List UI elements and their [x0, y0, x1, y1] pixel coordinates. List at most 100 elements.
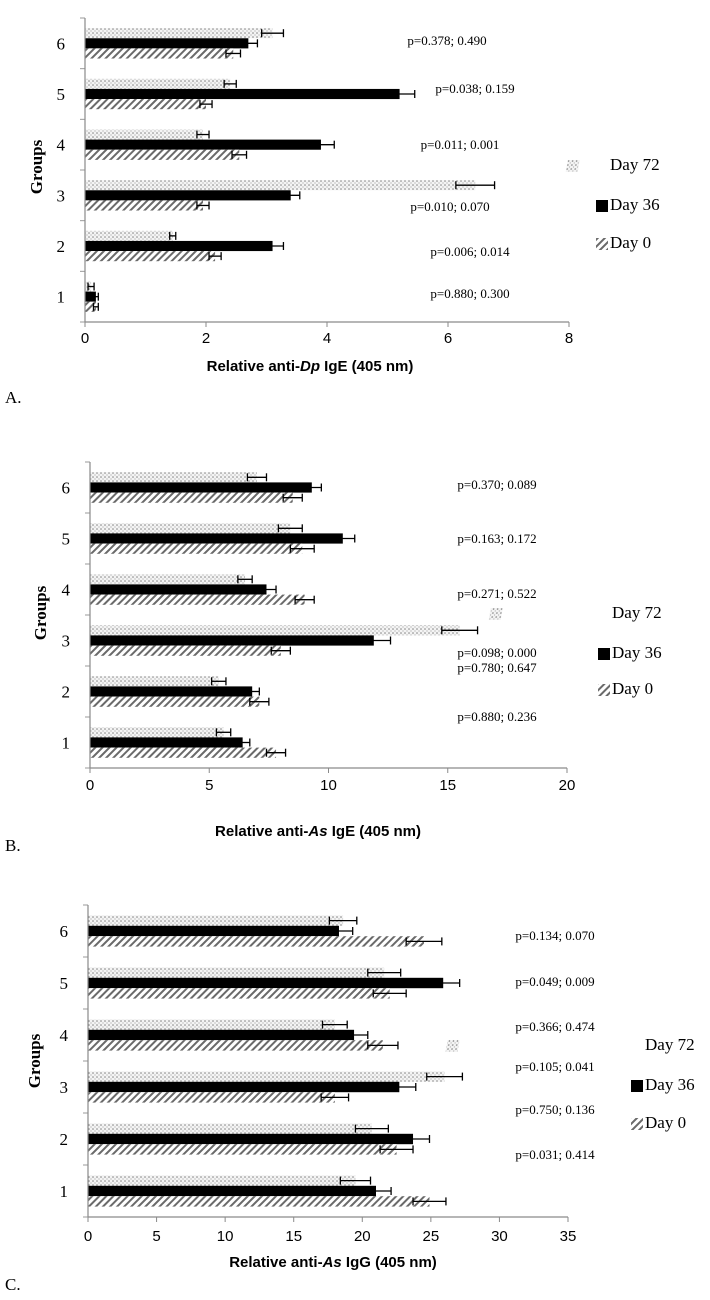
- pvalue-label-group-3: p=0.105; 0.041: [515, 1059, 594, 1074]
- x-tick-label-15: 15: [285, 1228, 302, 1245]
- bar-day0-group-3: [88, 1092, 335, 1103]
- legend-swatch-day72: [565, 160, 580, 172]
- y-axis-label: Groups: [31, 585, 50, 640]
- bar-day36-group-6: [88, 925, 339, 937]
- pvalue-label-group-1: p=0.880; 0.236: [457, 709, 537, 724]
- x-axis-label: Relative anti-Dp IgE (405 nm): [207, 358, 414, 375]
- y-tick-label-5: 5: [60, 974, 69, 993]
- bar-day36-group-5: [88, 977, 444, 989]
- bar-day72-group-2: [85, 230, 173, 241]
- panel-label: A.: [5, 388, 22, 407]
- x-tick-label-4: 4: [323, 330, 331, 347]
- bar-day0-group-4: [90, 594, 305, 605]
- y-tick-label-4: 4: [57, 136, 66, 155]
- bar-day0-group-6: [85, 48, 234, 59]
- bar-day72-group-6: [88, 915, 344, 926]
- x-tick-label-5: 5: [205, 777, 213, 794]
- bar-day0-group-3: [85, 200, 203, 211]
- legend-label-day0: Day 0: [645, 1113, 686, 1132]
- bar-day0-group-2: [90, 696, 260, 707]
- y-tick-label-1: 1: [60, 1182, 69, 1201]
- y-tick-label-6: 6: [57, 34, 66, 53]
- legend: Day 72 Day 36 Day 0: [488, 603, 662, 698]
- x-axis-label: Relative anti-As IgG (405 nm): [229, 1254, 437, 1271]
- legend-label-day36: Day 36: [612, 643, 662, 662]
- y-axis-label: Groups: [25, 1033, 44, 1088]
- pvalue-label-group-3: p=0.010; 0.070: [410, 199, 489, 214]
- bar-day0-group-4: [88, 1040, 383, 1051]
- bar-day72-group-4: [90, 574, 246, 585]
- pvalue-label-group-6: p=0.134; 0.070: [515, 928, 594, 943]
- bar-day72-group-4: [85, 129, 203, 140]
- pvalue-label-group-5: p=0.038; 0.159: [435, 81, 514, 96]
- pvalue-label-group-6: p=0.378; 0.490: [407, 33, 486, 48]
- x-tick-label-8: 8: [565, 330, 573, 347]
- panel-label: B.: [5, 836, 21, 855]
- bar-day36-group-1: [90, 737, 243, 748]
- legend-swatch-day0: [631, 1118, 643, 1130]
- x-tick-label-35: 35: [560, 1228, 577, 1245]
- y-tick-label-6: 6: [62, 479, 71, 498]
- bar-day0-group-5: [85, 99, 206, 110]
- bar-day36-group-1: [88, 1185, 376, 1197]
- y-tick-label-5: 5: [57, 85, 66, 104]
- bar-day72-group-4: [88, 1019, 335, 1030]
- bar-day0-group-1: [90, 747, 277, 758]
- x-tick-label-0: 0: [84, 1228, 92, 1245]
- bar-day36-group-4: [90, 584, 267, 595]
- legend-label-day36: Day 36: [610, 195, 660, 214]
- pvalue-label-group-3: p=0.098; 0.000: [457, 645, 536, 660]
- panel-label: C.: [5, 1275, 21, 1294]
- bar-day72-group-5: [90, 523, 291, 534]
- legend-swatch-day36: [596, 200, 608, 212]
- bar-day0-group-5: [90, 543, 303, 554]
- legend-swatch-day0: [598, 684, 610, 696]
- x-tick-label-5: 5: [152, 1228, 160, 1245]
- legend-label-day72: Day 72: [612, 603, 662, 622]
- x-tick-label-2: 2: [202, 330, 210, 347]
- bar-day0-group-2: [88, 1144, 397, 1155]
- pvalue-label-group-1: p=0.880; 0.300: [430, 286, 509, 301]
- y-tick-label-3: 3: [57, 186, 66, 205]
- bar-day72-group-6: [85, 28, 273, 39]
- legend-swatch-day36: [631, 1080, 643, 1092]
- bar-day36-group-3: [90, 635, 374, 646]
- bar-day36-group-2: [88, 1133, 414, 1145]
- bar-day0-group-6: [90, 492, 293, 503]
- y-tick-label-1: 1: [57, 288, 66, 307]
- chart-panel-b: 1 2 3 4 5 6 0 5 10 15 20 Relative anti-As IgE (405 …: [5, 461, 662, 855]
- bar-day72-group-5: [85, 78, 231, 89]
- bar-day0-group-2: [85, 251, 216, 262]
- pvalue-label-group-4: p=0.011; 0.001: [421, 137, 500, 152]
- pvalue-label-group-2: p=0.780; 0.647: [457, 660, 537, 675]
- bar-day36-group-2: [90, 686, 253, 697]
- bar-day0-group-5: [88, 988, 390, 999]
- legend-label-day72: Day 72: [645, 1035, 695, 1054]
- legend-swatch-day0: [596, 238, 608, 250]
- bar-day0-group-1: [88, 1196, 430, 1207]
- bar-day72-group-2: [90, 676, 219, 687]
- legend-label-day36: Day 36: [645, 1075, 695, 1094]
- bar-day72-group-5: [88, 967, 385, 978]
- legend: Day 72 Day 36 Day 0: [565, 155, 660, 252]
- x-tick-label-30: 30: [491, 1228, 508, 1245]
- pvalue-label-group-4: p=0.271; 0.522: [457, 586, 536, 601]
- x-tick-label-10: 10: [217, 1228, 234, 1245]
- legend-swatch-day72: [488, 608, 503, 620]
- legend: Day 72 Day 36 Day 0: [445, 1035, 695, 1132]
- y-tick-label-3: 3: [60, 1078, 69, 1097]
- y-tick-label-2: 2: [57, 237, 66, 256]
- legend-swatch-day36: [598, 648, 610, 660]
- bar-day36-group-5: [90, 533, 343, 544]
- legend-label-day72: Day 72: [610, 155, 660, 174]
- x-tick-label-20: 20: [354, 1228, 371, 1245]
- bar-day72-group-1: [90, 727, 224, 738]
- y-tick-label-3: 3: [62, 632, 71, 651]
- bar-day0-group-4: [85, 149, 240, 160]
- bar-day72-group-3: [85, 180, 476, 191]
- pvalue-label-group-6: p=0.370; 0.089: [457, 477, 536, 492]
- legend-label-day0: Day 0: [612, 679, 653, 698]
- bar-day72-group-1: [88, 1175, 356, 1186]
- bar-day72-group-6: [90, 472, 257, 483]
